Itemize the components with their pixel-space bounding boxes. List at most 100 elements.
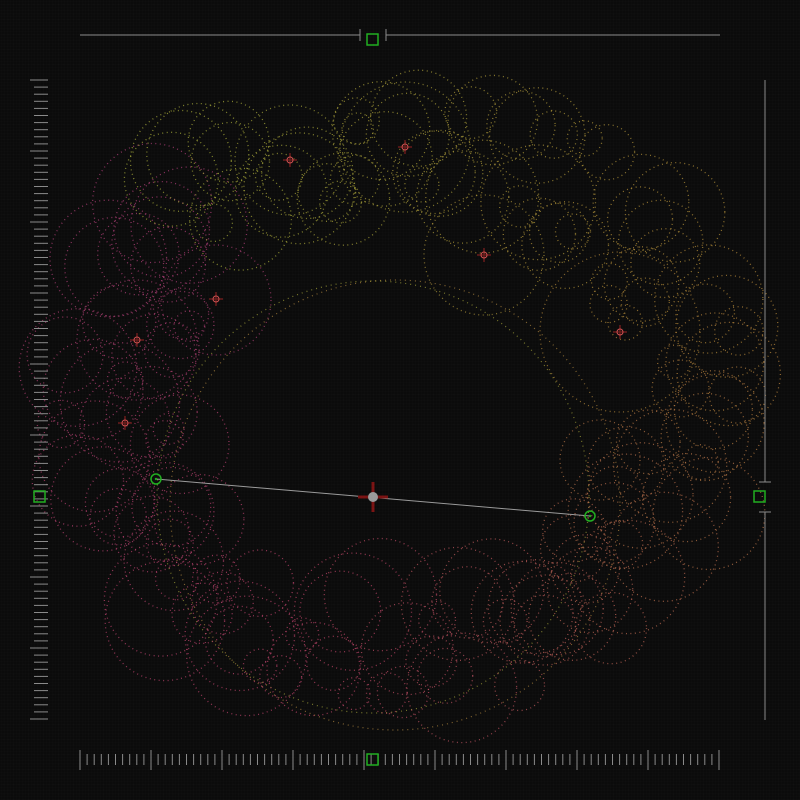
dotted-circle [36,399,86,449]
dotted-circle [607,304,644,341]
dotted-circle [617,199,704,286]
dotted-circle [154,556,199,601]
dotted-circle [299,570,382,653]
dotted-circle [444,86,498,140]
dotted-circle [417,647,474,704]
dotted-circle [425,139,540,254]
dotted-circle [589,284,628,324]
dotted-circle [652,457,766,571]
dotted-circle [129,394,230,495]
dotted-circle [146,290,215,360]
dotted-circle [97,212,180,296]
dotted-circle [234,104,346,216]
dotted-circle [494,660,546,712]
dotted-circle [550,534,621,604]
dotted-circle [153,473,245,565]
dotted-circle [319,180,363,224]
dotted-circle [431,566,504,639]
dotted-circle [714,306,764,356]
cross-markers [118,140,627,430]
bottom-resize-handle[interactable] [366,753,379,766]
dotted-circle [123,510,225,612]
dotted-circle [145,420,184,459]
dotted-circle [106,361,144,399]
dotted-circle [521,201,610,290]
dotted-circle [146,102,250,207]
dotted-circle [573,482,656,564]
dotted-circle [376,665,430,719]
left-endpoint-dot [154,477,158,481]
dotted-circle [337,111,433,207]
dotted-circle [31,434,125,527]
dotted-circle [708,366,767,424]
dotted-circle [18,308,138,427]
dotted-circle [194,203,234,243]
right-endpoint-ring-handle-icon[interactable] [584,510,596,522]
dotted-circle [620,277,670,327]
dotted-circle [79,377,171,469]
cross-marker-icon [209,292,223,306]
dotted-circle [89,487,147,546]
dotted-circle [26,316,104,394]
dotted-circle [369,69,468,167]
left-resize-handle[interactable] [33,490,46,503]
dotted-circle [49,199,168,318]
dotted-circle [603,246,680,322]
dotted-circle [38,400,151,513]
dotted-circle [528,572,617,661]
cross-marker-icon [477,248,491,262]
dotted-circle [365,92,450,177]
dotted-circle [187,100,270,183]
dotted-circle [105,366,198,459]
dotted-circle [84,467,155,538]
cross-marker-icon [130,333,144,347]
dotted-circle [339,81,471,213]
dotted-circle [171,582,233,645]
dotted-circle [486,90,556,161]
dotted-circle [529,110,579,159]
dotted-circle [613,408,728,523]
right-resize-handle[interactable] [753,490,766,503]
dotted-circle [103,542,218,657]
dotted-circle [260,126,354,220]
dotted-circle [482,598,528,644]
dotted-circle [285,617,320,652]
dotted-circle [186,595,307,717]
dotted-circle [329,154,380,205]
dotted-circle [360,602,454,696]
dotted-circle [480,144,597,261]
dotted-circle [297,163,357,222]
dotted-circle [539,251,701,413]
center-crosshair-icon[interactable] [358,482,388,512]
dotted-circle [566,120,603,157]
dotted-circle [173,310,206,343]
left-endpoint-ring-handle-icon[interactable] [150,473,162,485]
dotted-circle [190,571,254,635]
dotted-circle [675,274,779,378]
dotted-circle [567,453,684,570]
dotted-circle [242,648,278,684]
dotted-circle [423,194,545,316]
dotted-circle [660,392,749,482]
cross-marker-icon [283,153,297,167]
dotted-circle [204,605,274,675]
top-resize-handle[interactable] [366,33,379,46]
dotted-circle [641,452,732,543]
right-endpoint-dot [588,514,592,518]
dotted-circle [254,152,303,201]
dotted-circle [50,446,156,552]
dotted-circle [608,491,719,602]
dotted-circle [574,591,648,665]
dotted-circle [439,538,545,644]
dotted-circle [306,635,362,691]
dotted-circle [337,677,371,711]
dotted-circle [590,262,628,300]
dotted-circle [331,81,431,180]
cross-marker-icon [613,325,627,339]
dotted-circle [586,442,694,549]
dotted-circle [651,359,710,418]
dotted-circle [447,74,539,166]
dotted-circle [130,166,248,284]
dotted-circle [160,244,272,356]
